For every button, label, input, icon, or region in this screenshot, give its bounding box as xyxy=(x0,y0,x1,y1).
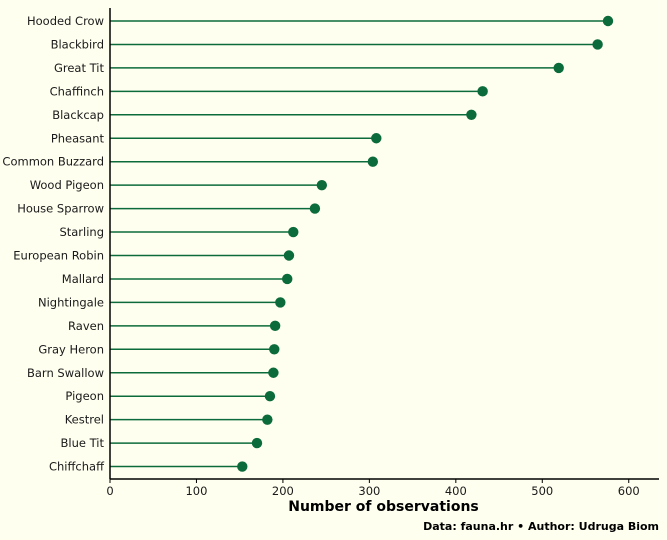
dot-wood-pigeon xyxy=(316,179,328,191)
category-label-raven: Raven xyxy=(68,319,104,333)
x-tick-label: 200 xyxy=(272,484,294,498)
dot-pigeon xyxy=(264,391,276,402)
dot-blackcap xyxy=(466,109,477,121)
dot-house-sparrow xyxy=(309,203,321,214)
category-label-kestrel: Kestrel xyxy=(65,413,104,427)
category-labels: Hooded Crow Blackbird Great Tit Chaffinch Bl… xyxy=(2,14,105,474)
dot-pheasant xyxy=(371,133,382,144)
dot-hooded-crow xyxy=(602,15,614,27)
dot-blue-tit xyxy=(251,437,263,449)
dot-gray-heron xyxy=(269,344,280,355)
x-tick-label: 0 xyxy=(106,484,113,498)
dot-starling xyxy=(288,226,299,238)
dot-chiffchaff xyxy=(237,461,248,472)
category-label-great-tit: Great Tit xyxy=(54,61,105,75)
category-label-gray-heron: Gray Heron xyxy=(38,342,104,356)
category-label-pigeon: Pigeon xyxy=(65,389,104,403)
category-label-barn-swallow: Barn Swallow xyxy=(27,366,104,380)
category-label-common-buzzard: Common Buzzard xyxy=(2,155,104,169)
category-label-mallard: Mallard xyxy=(62,272,104,286)
category-label-blackcap: Blackcap xyxy=(52,108,104,122)
category-label-blue-tit: Blue Tit xyxy=(61,436,105,450)
dot-kestrel xyxy=(262,414,273,425)
x-tick-label: 100 xyxy=(185,484,207,498)
caption: Data: fauna.hr • Author: Udruga Biom xyxy=(423,520,659,533)
category-label-pheasant: Pheasant xyxy=(51,131,105,145)
x-axis-ticks: 0 100 200 300 400 500 600 xyxy=(106,479,640,498)
x-tick-label: 500 xyxy=(531,484,553,498)
dot-raven xyxy=(269,320,281,332)
x-axis-title: Number of observations xyxy=(288,499,479,515)
category-label-wood-pigeon: Wood Pigeon xyxy=(30,178,104,192)
x-tick-label: 600 xyxy=(618,484,640,498)
category-label-blackbird: Blackbird xyxy=(51,37,104,51)
dot-mallard xyxy=(282,273,293,285)
category-label-european-robin: European Robin xyxy=(13,249,104,263)
stems-group xyxy=(110,20,608,468)
x-tick-label: 300 xyxy=(358,484,380,498)
dot-european-robin xyxy=(283,250,295,261)
category-label-house-sparrow: House Sparrow xyxy=(17,202,104,216)
category-label-hooded-crow: Hooded Crow xyxy=(27,14,104,28)
dot-common-buzzard xyxy=(367,156,379,167)
dot-nightingale xyxy=(275,297,286,308)
dots-group xyxy=(237,15,614,472)
dot-blackbird xyxy=(592,39,603,50)
x-tick-label: 400 xyxy=(445,484,467,498)
category-label-nightingale: Nightingale xyxy=(38,295,104,309)
dot-chaffinch xyxy=(477,86,488,97)
dot-barn-swallow xyxy=(268,367,279,378)
dot-great-tit xyxy=(553,62,564,74)
category-label-chaffinch: Chaffinch xyxy=(50,84,104,98)
category-label-chiffchaff: Chiffchaff xyxy=(49,460,105,474)
category-label-starling: Starling xyxy=(59,225,104,239)
